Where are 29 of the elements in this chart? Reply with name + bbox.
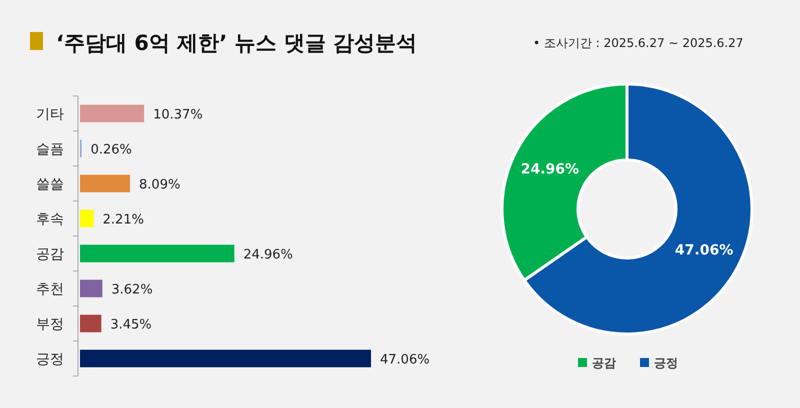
- data-label: 47.06%: [380, 352, 430, 368]
- data-label: 0.26%: [90, 142, 132, 158]
- y-tick-label: 후속: [36, 212, 64, 228]
- data-label: 24.96%: [243, 248, 293, 262]
- bar: [80, 244, 234, 262]
- y-tick-label: 슬픔: [36, 142, 64, 158]
- y-tick-label: 기타: [36, 106, 64, 122]
- data-label: 3.62%: [111, 282, 153, 298]
- legend-label: 공감: [592, 356, 616, 370]
- bar: [80, 314, 102, 332]
- data-label: 8.09%: [139, 178, 180, 192]
- data-label: 3.45%: [110, 318, 152, 332]
- bar: [80, 174, 130, 192]
- data-label: 47.06%: [674, 242, 734, 258]
- y-tick-label: 공감: [36, 246, 64, 262]
- bar: [80, 280, 102, 298]
- data-label: 2.21%: [102, 212, 144, 228]
- data-label: 24.96%: [520, 162, 580, 178]
- bar: [80, 210, 94, 228]
- data-label: 10.37%: [153, 108, 203, 122]
- chart-title: ‘주담대 6억 제한’ 뉴스 댓글 감성분석: [56, 31, 418, 55]
- bar: [80, 104, 144, 122]
- y-tick-label: 부정: [36, 316, 64, 332]
- y-tick-label: 쓸쓸: [36, 176, 64, 192]
- y-tick-label: 긍정: [36, 352, 64, 368]
- text: • 조사기간 : 2025.6.27 ~ 2025.6.27: [533, 36, 744, 50]
- bar: [80, 350, 371, 368]
- legend-label: 긍정: [654, 356, 678, 370]
- y-tick-label: 추천: [36, 282, 64, 298]
